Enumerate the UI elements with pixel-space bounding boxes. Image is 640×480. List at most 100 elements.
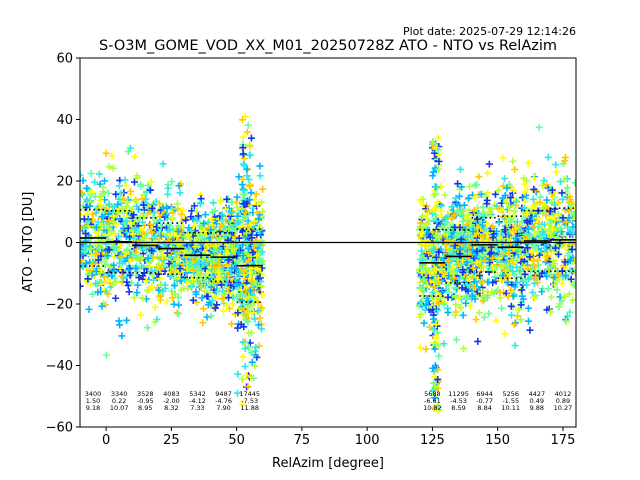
data-point bbox=[256, 162, 264, 170]
data-point bbox=[524, 304, 532, 312]
data-point bbox=[167, 264, 175, 272]
data-point bbox=[101, 177, 109, 185]
data-point bbox=[494, 187, 502, 195]
data-point bbox=[242, 371, 250, 379]
data-point bbox=[256, 226, 264, 234]
data-point bbox=[510, 320, 518, 328]
data-point bbox=[501, 226, 509, 234]
data-point bbox=[560, 176, 568, 184]
data-point bbox=[516, 249, 524, 257]
data-point bbox=[87, 169, 95, 177]
data-point bbox=[127, 187, 135, 195]
data-point bbox=[228, 320, 236, 328]
data-point bbox=[485, 309, 493, 317]
data-point bbox=[241, 161, 249, 169]
data-point bbox=[479, 297, 487, 305]
data-point bbox=[451, 284, 459, 292]
data-point bbox=[105, 217, 113, 225]
data-point bbox=[511, 283, 519, 291]
data-point bbox=[555, 271, 563, 279]
data-point bbox=[155, 286, 163, 294]
data-point bbox=[228, 291, 236, 299]
data-point bbox=[246, 182, 254, 190]
data-point bbox=[553, 286, 561, 294]
data-point bbox=[93, 223, 101, 231]
data-point bbox=[163, 249, 171, 257]
data-point bbox=[561, 258, 569, 266]
data-point bbox=[492, 317, 500, 325]
bin-mean-label: -1.55 bbox=[502, 397, 519, 405]
data-point bbox=[99, 184, 107, 192]
data-point bbox=[562, 188, 570, 196]
data-point bbox=[560, 262, 568, 270]
data-point bbox=[144, 324, 152, 332]
data-point bbox=[211, 304, 219, 312]
data-point bbox=[86, 267, 94, 275]
data-point bbox=[461, 244, 469, 252]
data-point bbox=[438, 288, 446, 296]
data-point bbox=[452, 336, 460, 344]
data-point bbox=[434, 341, 442, 349]
data-point bbox=[122, 251, 130, 259]
data-point bbox=[470, 284, 478, 292]
data-point bbox=[138, 195, 146, 203]
data-point bbox=[247, 373, 255, 381]
data-point bbox=[444, 309, 452, 317]
data-point bbox=[213, 301, 221, 309]
data-point bbox=[112, 190, 120, 198]
data-point bbox=[160, 240, 168, 248]
data-point bbox=[184, 285, 192, 293]
data-point bbox=[424, 274, 432, 282]
data-point bbox=[544, 265, 552, 273]
data-point bbox=[225, 272, 233, 280]
data-point bbox=[157, 222, 165, 230]
data-point bbox=[534, 214, 542, 222]
data-point bbox=[150, 209, 158, 217]
data-point bbox=[145, 238, 153, 246]
data-point bbox=[103, 270, 111, 278]
data-point bbox=[441, 191, 449, 199]
data-point bbox=[521, 198, 529, 206]
bin-mean-label: -4.76 bbox=[215, 397, 232, 405]
bin-count-label: 11295 bbox=[448, 390, 469, 398]
data-point bbox=[480, 313, 488, 321]
data-point bbox=[553, 211, 561, 219]
data-point bbox=[562, 244, 570, 252]
data-point bbox=[416, 230, 424, 238]
data-point bbox=[505, 248, 513, 256]
data-point bbox=[521, 188, 529, 196]
data-point bbox=[456, 202, 464, 210]
x-axis-label: RelAzim [degree] bbox=[272, 456, 384, 471]
data-point bbox=[462, 299, 470, 307]
data-point bbox=[186, 235, 194, 243]
data-point bbox=[198, 294, 206, 302]
data-point bbox=[243, 229, 251, 237]
data-point bbox=[185, 245, 193, 253]
data-point bbox=[417, 310, 425, 318]
data-point bbox=[164, 190, 172, 198]
data-point bbox=[221, 274, 229, 282]
data-point bbox=[234, 219, 242, 227]
data-point bbox=[251, 351, 259, 359]
data-point bbox=[477, 267, 485, 275]
data-point bbox=[433, 217, 441, 225]
data-point bbox=[516, 267, 524, 275]
data-point bbox=[130, 294, 138, 302]
data-point bbox=[479, 263, 487, 271]
data-point bbox=[507, 302, 515, 310]
data-point bbox=[430, 206, 438, 214]
data-point bbox=[174, 227, 182, 235]
data-point bbox=[108, 272, 116, 280]
data-point bbox=[112, 278, 120, 286]
data-point bbox=[481, 257, 489, 265]
data-point bbox=[239, 160, 247, 168]
data-point bbox=[456, 165, 464, 173]
x-tick-label: 0 bbox=[102, 433, 110, 448]
data-point bbox=[495, 254, 503, 262]
data-point bbox=[168, 287, 176, 295]
data-point bbox=[133, 289, 141, 297]
data-point bbox=[567, 226, 575, 234]
y-tick-label: 20 bbox=[56, 175, 73, 190]
data-point bbox=[429, 386, 437, 394]
data-point bbox=[255, 342, 263, 350]
